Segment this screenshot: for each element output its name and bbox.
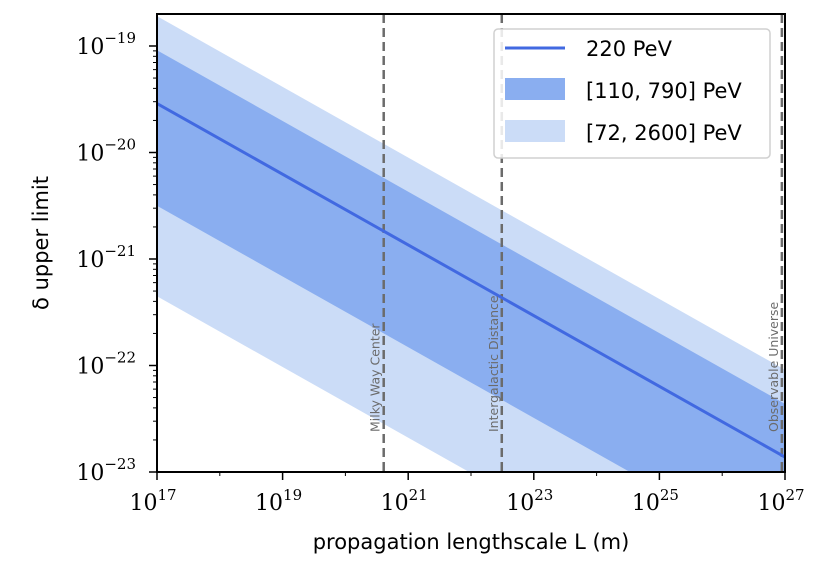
series-line-layer <box>157 102 785 459</box>
legend-swatch-outer-band <box>505 120 565 142</box>
legend-label-line: 220 PeV <box>586 37 673 61</box>
reference-line-label: Milky Way Center <box>368 323 383 432</box>
x-tick-label: 1017 <box>129 486 176 516</box>
reference-line-label: Observable Universe <box>766 301 781 432</box>
x-axis: 1017 1019 1021 1023 1025 1027 <box>129 472 805 516</box>
y-axis: 10−19 10−20 10−21 10−22 10−23 <box>76 29 157 486</box>
x-tick-label: 1023 <box>506 486 553 516</box>
x-tick-label: 1025 <box>632 486 679 516</box>
x-tick-label: 1021 <box>381 486 428 516</box>
y-tick-label: 10−22 <box>76 349 136 380</box>
legend: 220 PeV [110, 790] PeV [72, 2600] PeV <box>493 28 771 159</box>
y-axis-title: δ upper limit <box>29 176 53 310</box>
x-axis-title: propagation lengthscale L (m) <box>313 530 630 554</box>
reference-line-label: Intergalactic Distance <box>486 295 501 432</box>
y-tick-label: 10−19 <box>76 29 136 60</box>
inner-band <box>157 50 785 472</box>
y-tick-label: 10−23 <box>76 455 136 486</box>
x-tick-label: 1027 <box>757 486 804 516</box>
x-tick-label: 1019 <box>255 486 302 516</box>
legend-swatch-inner-band <box>505 78 565 100</box>
bands-layer <box>157 16 785 472</box>
series-line-220-pev <box>157 102 785 459</box>
y-tick-label: 10−21 <box>76 242 136 273</box>
y-tick-label: 10−20 <box>76 136 136 167</box>
legend-label-outer-band: [72, 2600] PeV <box>586 121 742 145</box>
legend-label-inner-band: [110, 790] PeV <box>586 79 742 103</box>
